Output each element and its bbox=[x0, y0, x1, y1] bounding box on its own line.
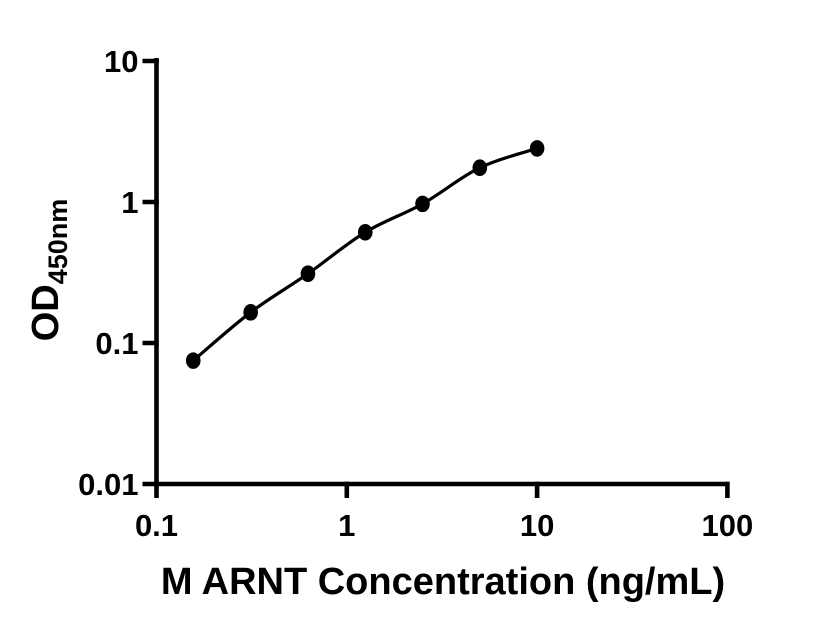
y-axis-title: OD450nm bbox=[25, 198, 77, 342]
data-point-10 bbox=[529, 140, 545, 157]
y-tick-label-1: 1 bbox=[121, 184, 139, 220]
axes-group bbox=[142, 58, 730, 498]
data-point-0.625 bbox=[300, 265, 316, 283]
data-point-0.3125 bbox=[243, 304, 258, 321]
data-points-group bbox=[185, 140, 545, 369]
x-tick-label-10: 10 bbox=[519, 508, 555, 543]
data-point-2.5 bbox=[415, 195, 430, 213]
axis-frame bbox=[154, 58, 728, 487]
data-point-1.25 bbox=[357, 223, 373, 241]
x-axis-title: M ARNT Concentration (ng/mL) bbox=[160, 561, 726, 603]
y-axis-title-subscript: 450nm bbox=[42, 198, 73, 285]
data-point-5 bbox=[472, 159, 488, 177]
x-tick-label-0.1: 0.1 bbox=[134, 508, 179, 543]
y-tick-label-0.1: 0.1 bbox=[95, 325, 139, 361]
data-point-0.156 bbox=[185, 352, 201, 369]
y-tick-label-10: 10 bbox=[104, 43, 139, 79]
x-tick-label-100: 100 bbox=[701, 508, 754, 543]
x-tick-label-1: 1 bbox=[338, 508, 356, 543]
standard-curve-line bbox=[191, 146, 539, 363]
y-tick-label-0.01: 0.01 bbox=[78, 466, 139, 502]
y-axis-title-main: OD bbox=[25, 284, 68, 342]
x-axis-ticks bbox=[154, 481, 730, 498]
